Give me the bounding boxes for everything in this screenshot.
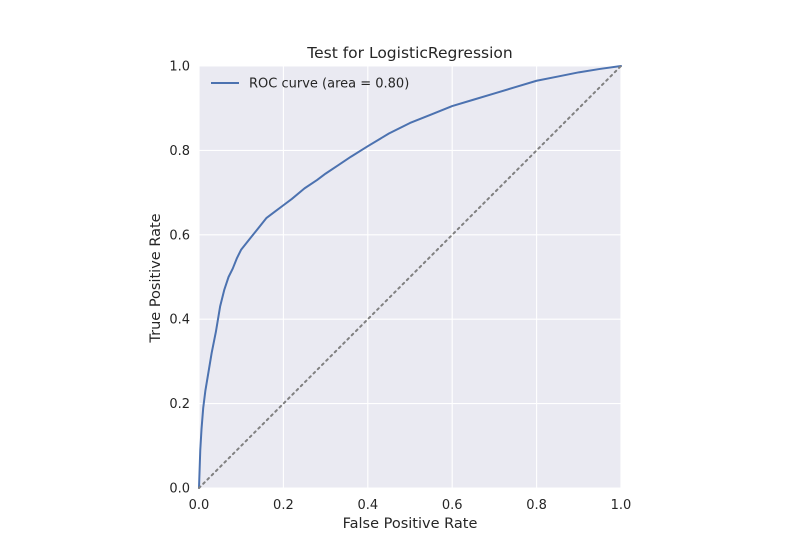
x-tick-label-5: 1.0 <box>611 498 632 513</box>
y-tick-label-1: 0.2 <box>169 397 190 412</box>
x-tick-label-1: 0.2 <box>273 498 294 513</box>
x-tick-label-0: 0.0 <box>189 498 210 513</box>
y-tick-label-4: 0.8 <box>169 144 190 159</box>
y-tick-label-0: 0.0 <box>169 482 190 497</box>
y-tick-label-5: 1.0 <box>169 60 190 75</box>
x-tick-label-2: 0.4 <box>357 498 378 513</box>
y-axis-label: True Positive Rate <box>148 213 164 343</box>
y-tick-label-3: 0.6 <box>169 228 190 243</box>
x-axis-label: False Positive Rate <box>343 516 478 532</box>
roc-curve-line <box>198 65 622 489</box>
x-tick-label-4: 0.8 <box>526 498 547 513</box>
chance-diagonal-line <box>198 65 622 489</box>
chart-title: Test for LogisticRegression <box>306 44 512 62</box>
legend-label-0: ROC curve (area = 0.80) <box>249 77 409 92</box>
y-tick-label-2: 0.4 <box>169 313 190 328</box>
plot-area: 0.0 0.2 0.4 0.6 0.8 1.0 0.0 0.2 0.4 0.6 0.8 1.0 ROC … <box>169 60 631 514</box>
x-tick-label-3: 0.6 <box>442 498 463 513</box>
